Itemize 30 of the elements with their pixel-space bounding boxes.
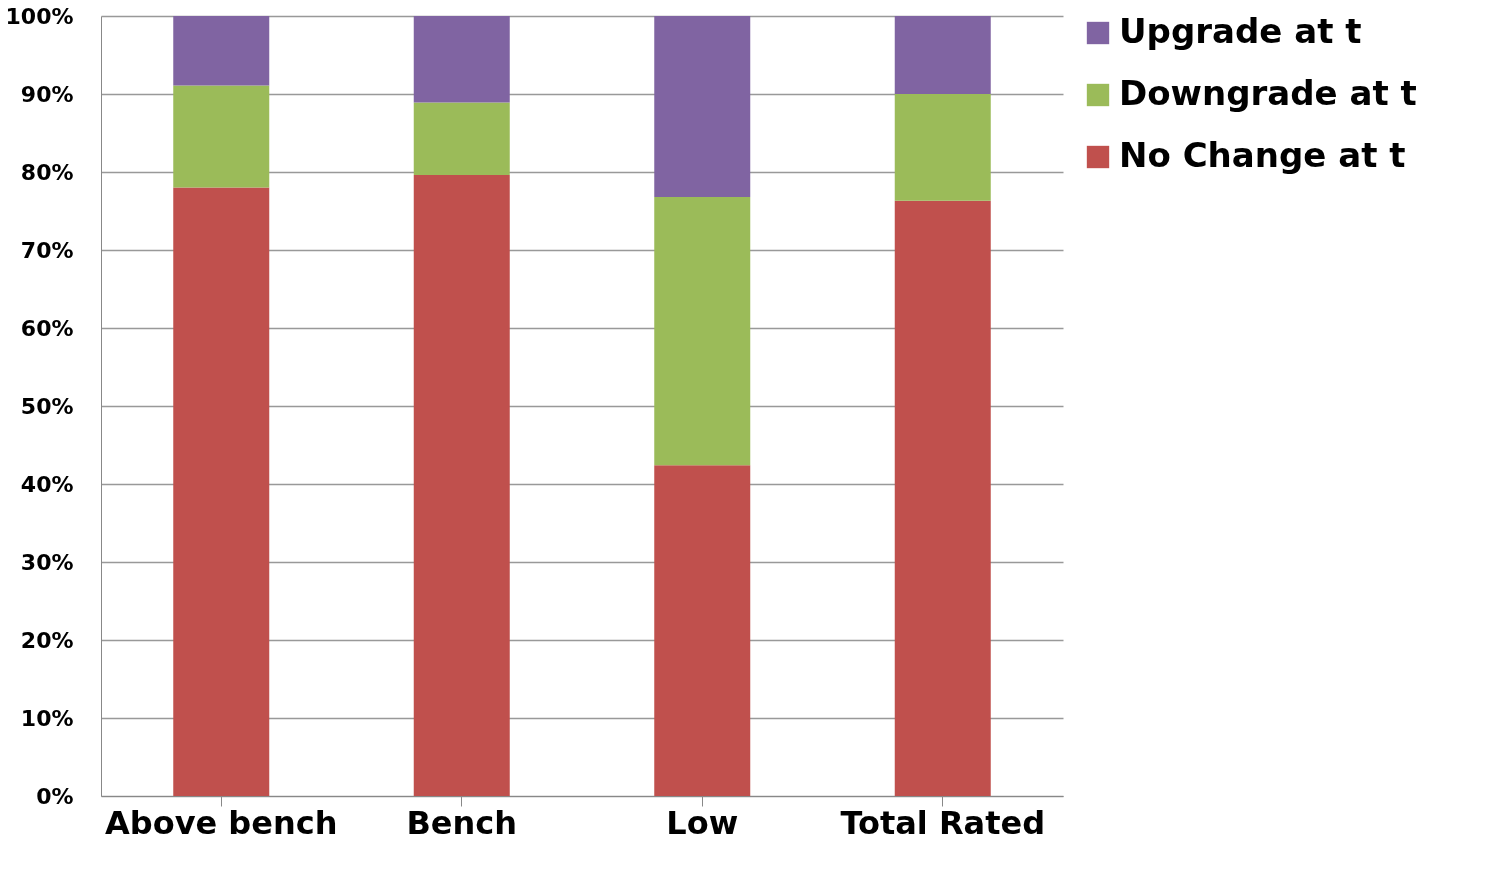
bar	[173, 16, 270, 86]
x-tick-label: Above bench	[105, 803, 338, 842]
bar	[413, 175, 510, 796]
bar	[413, 102, 510, 176]
bar	[894, 94, 991, 201]
x-tick-label: Low	[666, 803, 739, 842]
bar	[654, 465, 751, 796]
y-tick-label: 60%	[20, 315, 74, 341]
x-tick-label: Total Rated	[840, 803, 1046, 842]
bar	[173, 85, 270, 188]
bar	[894, 16, 991, 94]
y-tick-label: 80%	[20, 159, 74, 185]
legend-label: No Change at t	[1119, 135, 1406, 175]
y-tick-label: 90%	[20, 81, 74, 107]
legend-label: Downgrade at t	[1119, 73, 1417, 113]
y-tick-label: 0%	[36, 783, 74, 809]
y-tick-label: 40%	[20, 471, 74, 497]
bar	[894, 200, 991, 796]
bar	[173, 187, 270, 796]
y-tick-label: 100%	[5, 3, 74, 29]
y-tick-label: 50%	[20, 393, 74, 419]
bar	[654, 16, 751, 197]
y-tick-label: 10%	[20, 705, 74, 731]
y-tick-label: 20%	[20, 627, 74, 653]
y-tick-label: 30%	[20, 549, 74, 575]
y-tick-label: 70%	[20, 237, 74, 263]
x-tick-label: Bench	[406, 803, 518, 842]
bar	[654, 196, 751, 466]
bar	[413, 16, 510, 103]
legend-label: Upgrade at t	[1119, 11, 1362, 51]
